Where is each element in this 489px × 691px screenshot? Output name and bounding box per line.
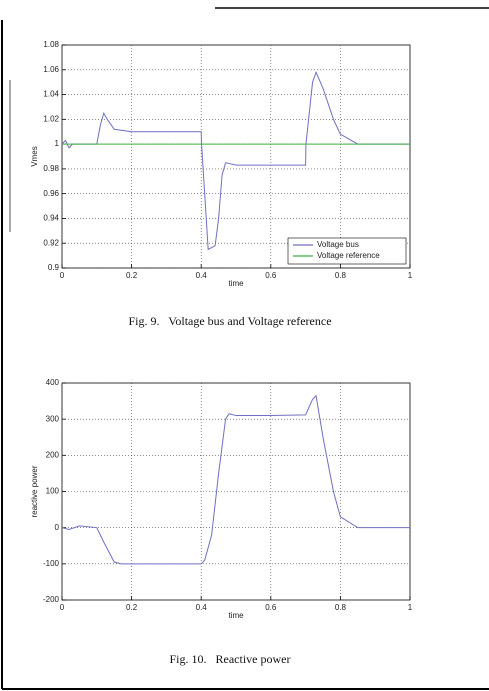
figure-caption: Fig. 10. Reactive power	[170, 652, 291, 666]
y-tick-label: 0.96	[43, 189, 59, 198]
x-tick-label: 0.2	[126, 603, 138, 612]
y-tick-label: 1	[55, 139, 60, 148]
x-tick-label: 0	[60, 271, 65, 280]
legend-label: Voltage bus	[317, 240, 359, 249]
x-tick-label: 0.8	[335, 271, 347, 280]
x-axis-label: time	[228, 611, 244, 620]
y-tick-label: 1.02	[43, 114, 59, 123]
y-tick-label: 1.04	[43, 90, 59, 99]
y-tick-label: 400	[46, 378, 60, 387]
x-tick-label: 1	[408, 603, 413, 612]
y-tick-label: 0.9	[48, 263, 60, 272]
y-tick-label: -100	[43, 559, 60, 568]
y-axis-label: reactive power	[30, 465, 39, 517]
x-axis-label: time	[228, 279, 244, 288]
legend-box	[287, 237, 407, 265]
x-tick-label: 0	[60, 603, 65, 612]
x-tick-label: 0.4	[196, 271, 208, 280]
y-tick-label: 1.08	[43, 40, 59, 49]
y-tick-label: 1.06	[43, 65, 59, 74]
x-tick-label: 0.2	[126, 271, 138, 280]
y-axis-label: Vmes	[30, 146, 39, 166]
y-tick-label: 0.92	[43, 238, 59, 247]
legend-label: Voltage reference	[317, 251, 380, 260]
x-tick-label: 0.8	[335, 603, 347, 612]
y-tick-label: 100	[46, 487, 60, 496]
plot-area	[61, 44, 411, 269]
x-tick-label: 0.4	[196, 603, 208, 612]
y-tick-label: 0	[55, 523, 60, 532]
x-tick-label: 1	[408, 271, 413, 280]
y-tick-label: 300	[46, 414, 60, 423]
y-tick-label: 0.98	[43, 164, 59, 173]
y-tick-label: 0.94	[43, 214, 59, 223]
y-tick-label: 200	[46, 450, 60, 459]
x-tick-label: 0.6	[265, 271, 277, 280]
figure-caption: Fig. 9. Voltage bus and Voltage referenc…	[128, 314, 331, 328]
y-tick-label: -200	[43, 595, 60, 604]
x-tick-label: 0.6	[265, 603, 277, 612]
line	[61, 394, 410, 565]
